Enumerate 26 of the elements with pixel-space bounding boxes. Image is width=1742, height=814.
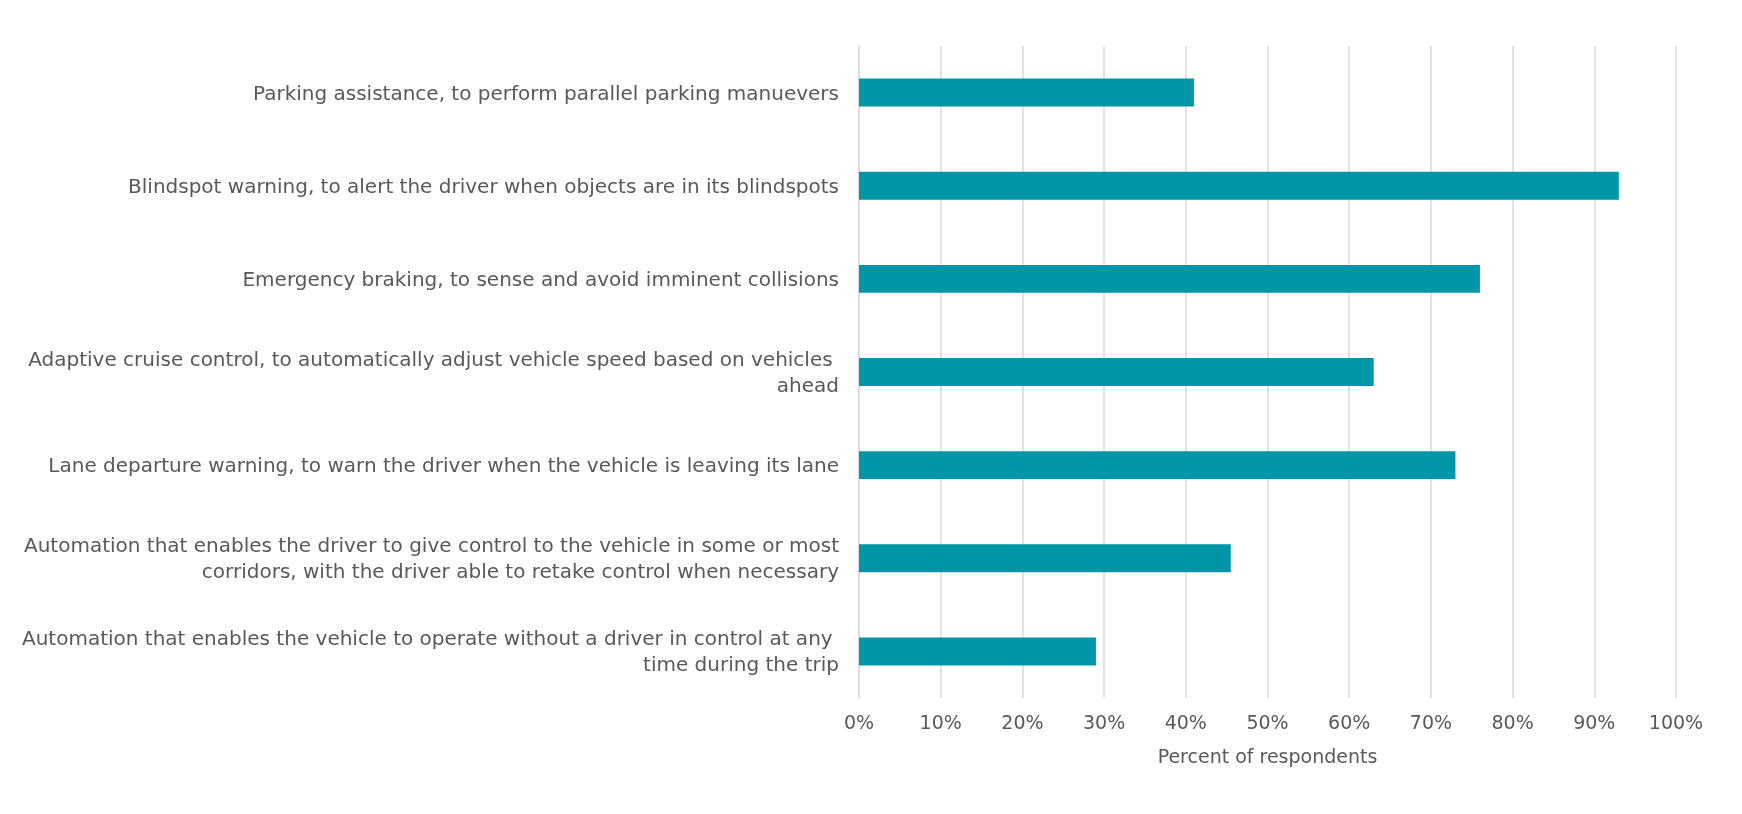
bar	[859, 451, 1456, 480]
bar	[859, 637, 1096, 666]
x-tick-label: 20%	[1001, 710, 1044, 733]
x-tick-label: 10%	[919, 710, 962, 733]
x-tick-label: 100%	[1648, 710, 1704, 733]
x-axis-title: Percent of respondents	[1157, 744, 1378, 767]
y-tick-label: Lane departure warning, to warn the driver when the vehicle is leaving its lane	[48, 453, 839, 478]
bar	[859, 544, 1231, 573]
bar	[859, 264, 1480, 293]
x-tick-label: 40%	[1164, 710, 1207, 733]
bar	[859, 358, 1374, 386]
x-tick-label: 30%	[1082, 710, 1126, 733]
x-tick-label: 60%	[1328, 710, 1371, 733]
x-tick-label: 80%	[1491, 710, 1534, 733]
y-tick-label: Emergency braking, to sense and avoid imminent collisions	[242, 266, 839, 291]
x-tick-label: 90%	[1573, 710, 1616, 733]
x-tick-label: 50%	[1246, 710, 1289, 733]
bar	[859, 78, 1194, 107]
y-tick-label: Parking assistance, to perform parallel parking manuevers	[253, 80, 839, 105]
y-tick-label: Automation that enables the driver to give control to the vehicle in some or most corridors, with the driver able to retake control when necessary	[23, 533, 840, 584]
y-tick-label: Blindspot warning, to alert the driver when objects are in its blindspots	[128, 173, 839, 198]
bar	[859, 171, 1619, 200]
y-tick-label: Adaptive cruise control, to automatically adjust vehicle speed based on vehicles ahead	[28, 347, 839, 397]
x-tick-label: 70%	[1409, 710, 1453, 733]
y-tick-label: Automation that enables the vehicle to operate without a driver in control at any time during the trip	[21, 626, 839, 677]
x-tick-label: 0%	[843, 710, 875, 733]
